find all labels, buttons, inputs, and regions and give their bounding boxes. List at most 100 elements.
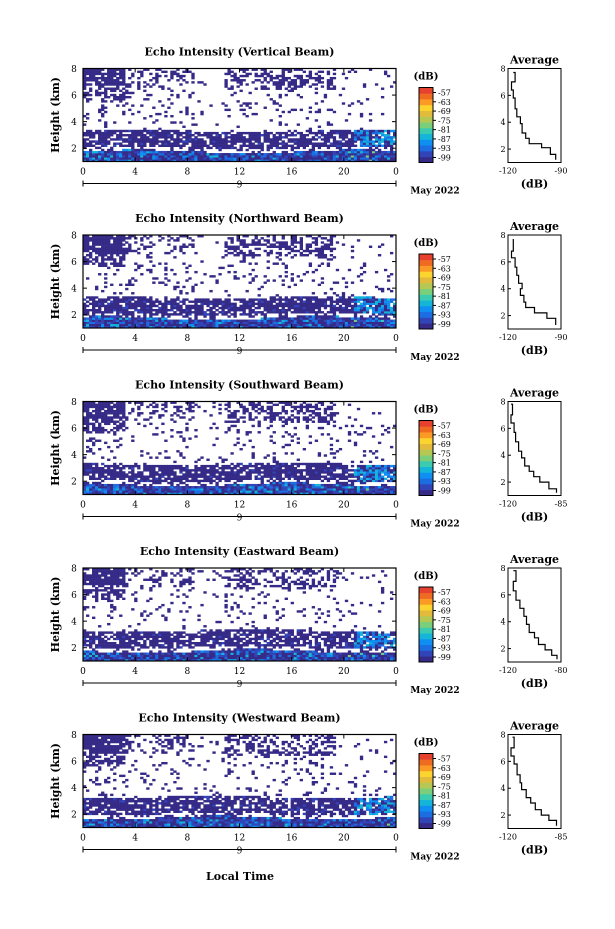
- heatmap-cell: [302, 146, 307, 150]
- heatmap-cell: [299, 319, 303, 322]
- heatmap-cell: [98, 140, 102, 143]
- heatmap-cell: [89, 134, 93, 137]
- heatmap-cell: [98, 483, 102, 487]
- heatmap-cell: [227, 68, 231, 71]
- heatmap-cell: [119, 473, 123, 476]
- heatmap-cell: [287, 110, 291, 114]
- heatmap-cell: [128, 243, 132, 246]
- heatmap-cell: [296, 321, 300, 325]
- heatmap-cell: [149, 313, 153, 316]
- colorbar-segment: [419, 156, 433, 163]
- heatmap-cell: [176, 313, 180, 316]
- heatmap-cell: [341, 243, 346, 246]
- heatmap-cell: [362, 262, 367, 265]
- heatmap-cell: [191, 306, 195, 310]
- heatmap-cell: [350, 306, 355, 310]
- heatmap-cell: [98, 298, 102, 301]
- heatmap-cell: [128, 83, 132, 86]
- heatmap-cell: [104, 79, 108, 82]
- heatmap-cell: [299, 83, 303, 86]
- heatmap-cell: [251, 112, 255, 116]
- heatmap-cell: [146, 254, 150, 257]
- heatmap-cell: [92, 469, 96, 472]
- heatmap-cell: [233, 490, 237, 493]
- heatmap-cell: [314, 134, 319, 137]
- heatmap-cell: [170, 325, 174, 329]
- heatmap-cell: [119, 477, 123, 480]
- heatmap-cell: [380, 153, 385, 156]
- heatmap-cell: [341, 294, 346, 297]
- heatmap-cell: [350, 142, 355, 145]
- heatmap-cell: [110, 486, 114, 489]
- heatmap-cell: [200, 153, 204, 156]
- heatmap-cell: [110, 100, 114, 103]
- x-tick-label: 4: [132, 168, 138, 178]
- heatmap-cell: [266, 473, 270, 476]
- heatmap-cell: [347, 159, 352, 162]
- heatmap-cell: [122, 403, 126, 407]
- heatmap-cell: [173, 473, 177, 476]
- heatmap-cell: [143, 235, 147, 238]
- heatmap-cell: [209, 313, 213, 316]
- heatmap-cell: [272, 479, 276, 483]
- heatmap-cell: [122, 138, 126, 141]
- heatmap-cell: [131, 319, 135, 322]
- heatmap-cell: [164, 464, 168, 468]
- heatmap-cell: [242, 416, 246, 419]
- heatmap-cell: [386, 279, 391, 282]
- heatmap-cell: [263, 153, 267, 156]
- heatmap-cell: [389, 155, 394, 158]
- date-tick-label: 9: [237, 347, 243, 357]
- heatmap-cell: [89, 256, 93, 259]
- heatmap-cell: [293, 138, 297, 141]
- heatmap-cell: [323, 134, 328, 137]
- heatmap-cell: [314, 319, 319, 322]
- heatmap-cell: [311, 323, 316, 327]
- heatmap-cell: [215, 475, 219, 478]
- heatmap-cell: [386, 306, 391, 310]
- heatmap-cell: [119, 401, 123, 404]
- heatmap-cell: [182, 475, 186, 478]
- heatmap-cell: [110, 247, 114, 251]
- heatmap-cell: [113, 323, 117, 327]
- heatmap-cell: [176, 93, 180, 97]
- heatmap-cell: [233, 159, 237, 162]
- heatmap-cell: [362, 264, 367, 267]
- heatmap-cell: [185, 150, 189, 154]
- heatmap-cell: [131, 407, 135, 411]
- heatmap-cell: [176, 68, 180, 71]
- heatmap-cell: [170, 249, 174, 253]
- heatmap-cell: [314, 323, 319, 327]
- heatmap-cell: [116, 239, 120, 242]
- heatmap-cell: [95, 91, 99, 95]
- heatmap-cell: [95, 251, 99, 255]
- heatmap-cell: [110, 325, 114, 329]
- heatmap-cell: [104, 243, 108, 246]
- heatmap-cell: [137, 467, 141, 470]
- heatmap-cell: [83, 144, 87, 147]
- heatmap-cell: [155, 481, 159, 485]
- heatmap-cell: [182, 477, 186, 480]
- heatmap-cell: [167, 131, 171, 135]
- heatmap-cell: [104, 93, 108, 97]
- heatmap-cell: [251, 159, 255, 162]
- heatmap-cell: [284, 243, 288, 246]
- heatmap-cell: [182, 142, 186, 145]
- heatmap-cell: [326, 315, 331, 318]
- heatmap-cell: [257, 486, 261, 489]
- heatmap-cell: [176, 306, 180, 310]
- heatmap-cell: [227, 298, 231, 301]
- heatmap-cell: [263, 321, 267, 325]
- heatmap-cell: [173, 287, 177, 291]
- heatmap-cell: [116, 300, 120, 303]
- heatmap-cell: [134, 138, 138, 141]
- heatmap-cell: [266, 87, 270, 90]
- heatmap-cell: [155, 153, 159, 156]
- heatmap-cell: [179, 490, 183, 493]
- heatmap-cell: [242, 159, 246, 162]
- heatmap-cell: [185, 304, 189, 308]
- heatmap-cell: [233, 308, 237, 312]
- heatmap-cell: [302, 302, 307, 306]
- heatmap-cell: [152, 277, 156, 280]
- heatmap-cell: [377, 155, 382, 158]
